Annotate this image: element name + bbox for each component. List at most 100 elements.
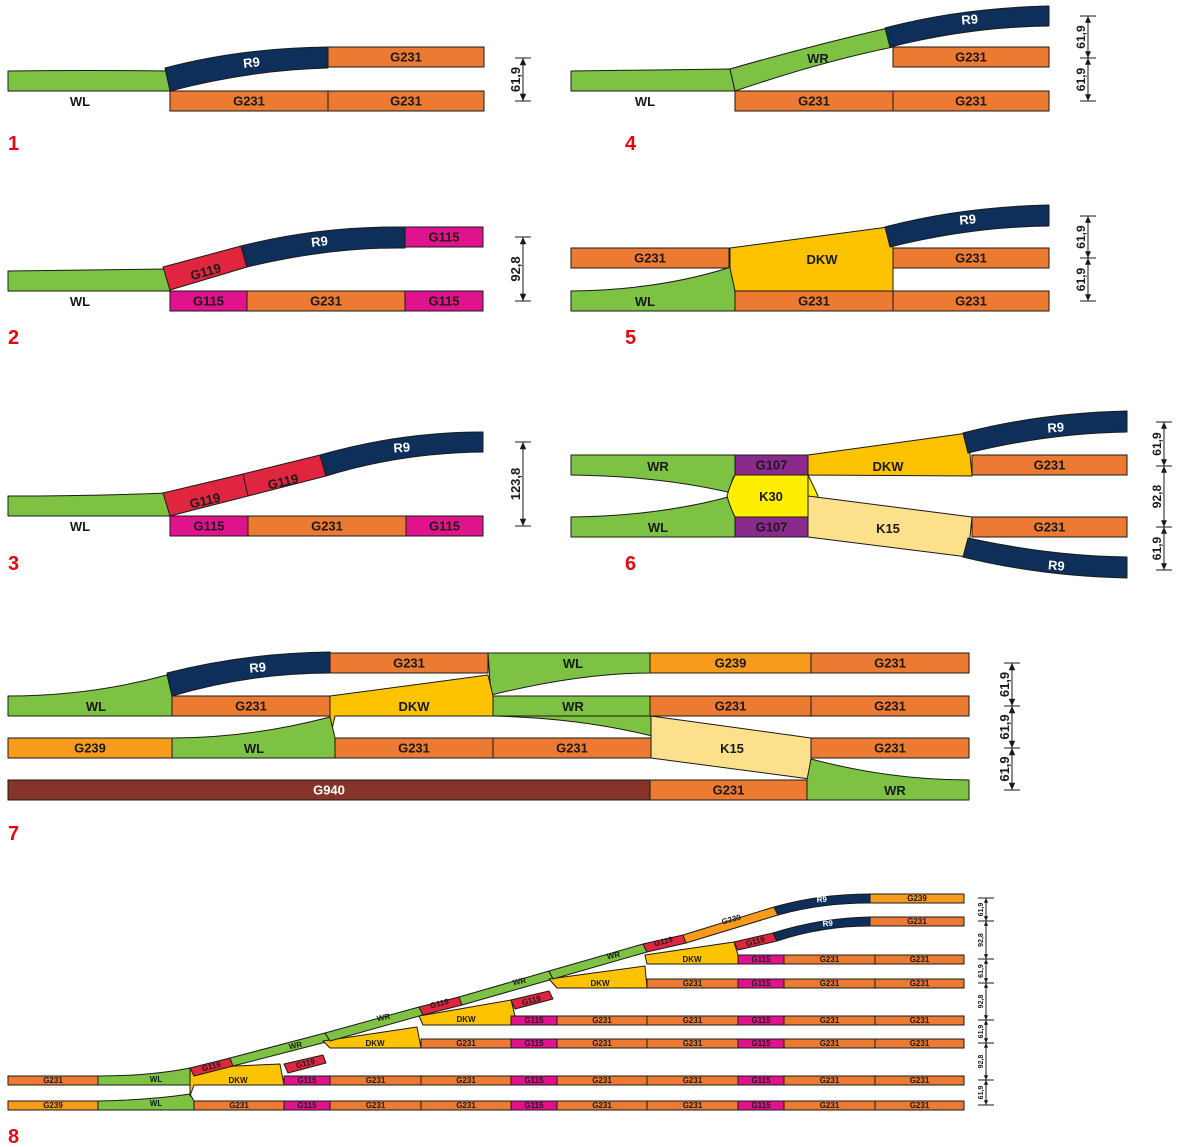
track-piece-g115: G115: [169, 290, 248, 312]
piece-label-g115: G115: [524, 1101, 544, 1110]
track-piece-g231: G231: [556, 1015, 648, 1026]
piece-label-wl: WL: [244, 741, 264, 756]
track-piece-g115: G115: [510, 1075, 558, 1086]
track-piece-g231: G231: [971, 516, 1128, 538]
piece-label-g231: G231: [592, 1016, 612, 1025]
track-piece-g115: G115: [169, 515, 249, 537]
figure-6: WR WL G107 G107 K30 DKW K15 G231 G231 R9 R9 61,9 92,…: [570, 410, 1172, 579]
piece-label-g231: G231: [43, 1076, 63, 1085]
dimension-label: 61,9: [1074, 67, 1088, 91]
dimension-marker: 61,9: [1074, 15, 1096, 59]
track-piece-g231: G231: [247, 515, 407, 537]
dimension-marker: 61,9: [997, 662, 1020, 707]
track-piece-g231: G231: [646, 1038, 739, 1049]
figure-number: 2: [8, 327, 19, 349]
dimension-marker: 61,9: [1150, 421, 1172, 467]
figure-4: WL G231 G231 WR G231 R9 61,9 61,9: [570, 5, 1096, 112]
figure-number: 6: [625, 553, 636, 575]
track-piece-g115: G115: [283, 1075, 331, 1086]
dimension-marker: 123,8: [508, 441, 531, 527]
piece-label-dkw: DKW: [806, 252, 838, 267]
piece-label-wr: WR: [647, 459, 669, 474]
track-piece-g115: G115: [510, 1015, 558, 1026]
track-piece-r9: R9: [884, 5, 1050, 48]
piece-label-g115: G115: [751, 1076, 771, 1085]
figure-8: G239 WL G231 G115 G231 G231 G115 G231 G231 G115 G2…: [7, 893, 994, 1111]
track-piece-g119: G119: [242, 454, 327, 497]
track-piece-g231: G231: [869, 916, 965, 927]
track-piece-g231: G231: [874, 954, 965, 965]
figure-number: 5: [625, 327, 636, 349]
track-piece-g239: G239: [7, 1100, 99, 1111]
dimension-label: 61,9: [1150, 536, 1164, 560]
piece-label-g239: G239: [43, 1101, 63, 1110]
piece-label-g119: G119: [266, 471, 300, 493]
track-piece-g231: G231: [646, 978, 739, 989]
track-piece-g119: G119: [162, 473, 249, 517]
piece-label-r9: R9: [959, 211, 977, 227]
dimension-marker: 92,8: [508, 236, 531, 302]
track-piece-g231: G231: [810, 695, 970, 717]
track-piece-g231: G231: [171, 695, 331, 717]
track-piece-wl: WL: [570, 495, 736, 538]
track-piece-wl: WL: [97, 1093, 195, 1111]
figure-number: 8: [8, 1126, 19, 1147]
piece-label-wr: WR: [606, 950, 621, 962]
track-piece-g115: G115: [283, 1100, 331, 1111]
piece-label-g231: G231: [556, 741, 588, 756]
piece-label-g231: G231: [910, 1101, 930, 1110]
track-piece-wr: WR: [806, 758, 970, 801]
dimension-marker: 61,9: [1150, 526, 1172, 571]
piece-label-g231: G231: [456, 1039, 476, 1048]
piece-label-r9: R9: [822, 919, 834, 929]
track-piece-g231: G231: [7, 1075, 99, 1086]
piece-label-g115: G115: [751, 1101, 771, 1110]
piece-label-g231: G231: [874, 656, 906, 671]
piece-label-g231: G231: [229, 1101, 249, 1110]
piece-label-wl: WL: [150, 1075, 163, 1084]
piece-label-g231: G231: [715, 699, 747, 714]
dimension-label: 61,9: [997, 672, 1012, 697]
piece-label-k30: K30: [759, 489, 783, 504]
figure-number: 3: [8, 553, 19, 575]
track-piece-g231: G231: [646, 1100, 739, 1111]
track-piece-g231: G231: [810, 652, 970, 674]
track-piece-g119: G119: [189, 1057, 234, 1077]
track-piece-g231: G231: [492, 737, 652, 759]
piece-label-g231: G231: [955, 251, 987, 266]
piece-label-g231: G231: [683, 1039, 703, 1048]
dimension-label: 61,9: [978, 1025, 985, 1039]
track-piece-g115: G115: [737, 1100, 785, 1111]
dimension-marker: 61,9: [1074, 215, 1096, 259]
piece-label-dkw: DKW: [398, 699, 430, 714]
track-piece-g115: G115: [737, 1015, 785, 1026]
dimension-marker: 61,9: [1074, 257, 1096, 302]
piece-label-g107: G107: [756, 520, 788, 535]
track-piece-g115: G115: [404, 290, 484, 312]
piece-label-g115: G115: [428, 294, 459, 309]
piece-label-r9: R9: [1047, 419, 1065, 435]
track-piece-r9: R9: [772, 916, 871, 942]
piece-label-wr: WR: [807, 51, 829, 66]
track-piece-wl: WL: [487, 652, 651, 696]
track-piece-g231: G231: [783, 1100, 876, 1111]
track-piece-g107: G107: [734, 454, 809, 476]
track-piece-wl: WL: [570, 68, 736, 109]
dimension-marker: 92,8: [978, 982, 994, 1021]
piece-label-g231: G231: [393, 656, 425, 671]
piece-label-g231: G231: [390, 50, 422, 65]
track-piece-g231: G231: [734, 90, 894, 112]
piece-label-wr: WR: [376, 1012, 391, 1024]
piece-label-g107: G107: [756, 458, 788, 473]
figure-5: G231 WL DKW G231 G231 G231 R9 61,9 61,9: [570, 204, 1096, 312]
dimension-marker: 61,9: [997, 747, 1020, 791]
track-piece-g231: G231: [783, 1075, 876, 1086]
track-piece-g231: G231: [874, 1100, 965, 1111]
track-piece-g231: G231: [874, 1038, 965, 1049]
piece-label-g231: G231: [311, 519, 343, 534]
track-piece-g115: G115: [737, 978, 785, 989]
track-piece-dkw: DKW: [189, 1063, 285, 1097]
piece-label-g231: G231: [683, 1076, 703, 1085]
piece-label-dkw: DKW: [590, 979, 610, 988]
